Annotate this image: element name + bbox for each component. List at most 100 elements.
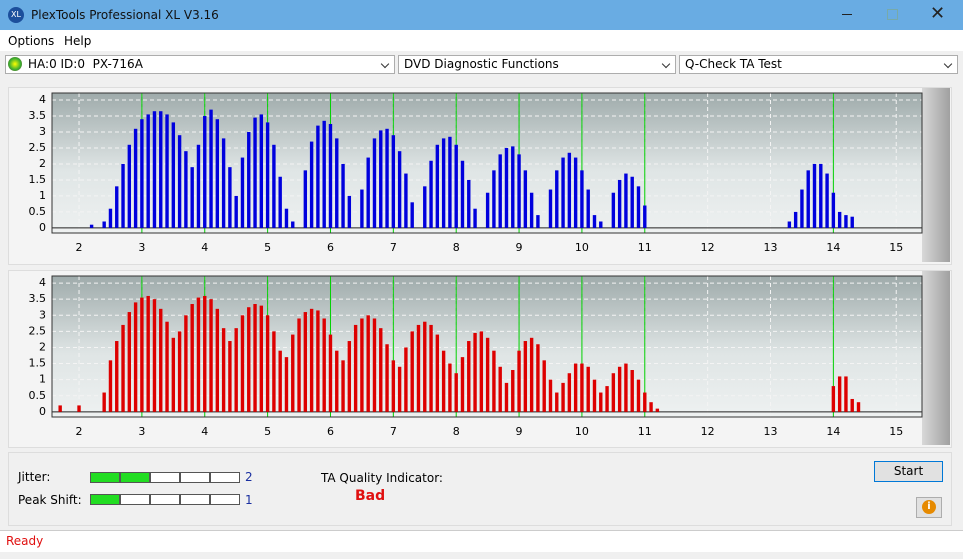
bar (190, 304, 194, 412)
minimize-button[interactable] (842, 14, 852, 15)
bar (837, 211, 842, 228)
bar (366, 315, 370, 412)
bar (548, 379, 553, 412)
bar (580, 170, 584, 228)
x-tick-label: 5 (264, 241, 271, 254)
bar (360, 318, 364, 412)
test-label: Q-Check TA Test (685, 57, 782, 71)
close-button[interactable]: ✕ (930, 3, 946, 24)
bar (265, 315, 270, 412)
window-title: PlexTools Professional XL V3.16 (31, 8, 219, 22)
bar (806, 170, 810, 228)
x-tick-label: 3 (138, 425, 145, 438)
y-tick-label: 4 (39, 93, 46, 106)
maximize-button[interactable] (887, 9, 898, 20)
bar (360, 189, 364, 228)
bar (335, 138, 339, 228)
bar (253, 117, 257, 228)
bar (190, 167, 194, 228)
start-button[interactable]: Start (874, 461, 943, 482)
y-tick-label: 2.5 (29, 141, 47, 154)
quality-value: Bad (355, 488, 386, 504)
bar (341, 163, 345, 228)
bar (385, 344, 389, 412)
bar (303, 312, 308, 412)
bar (837, 376, 842, 412)
peak-shift-label: Peak Shift: (18, 493, 82, 507)
bar (454, 373, 458, 412)
bar (825, 173, 829, 228)
x-tick-label: 7 (390, 241, 397, 254)
bar (133, 128, 138, 228)
status-text: Ready (6, 534, 44, 548)
bar (146, 295, 150, 412)
info-button[interactable]: i (916, 497, 942, 518)
bar (605, 386, 609, 412)
bar (561, 382, 565, 412)
bar (819, 163, 823, 228)
x-tick-label: 3 (138, 241, 145, 254)
bar (467, 179, 471, 228)
y-tick-label: 2 (39, 157, 46, 170)
bar (429, 324, 433, 412)
bar (196, 297, 201, 412)
bar (391, 135, 396, 228)
bar (259, 305, 264, 412)
y-tick-label: 1.5 (29, 173, 47, 186)
bar (643, 205, 647, 228)
bar (492, 170, 496, 228)
bar (831, 386, 836, 412)
bar (322, 120, 326, 228)
bar (316, 310, 320, 412)
bar (228, 341, 232, 412)
bar (630, 176, 634, 228)
x-tick-label: 13 (764, 241, 778, 254)
bar (379, 130, 383, 228)
bar (655, 408, 660, 412)
bar (165, 321, 169, 412)
bar (586, 189, 590, 228)
bar (284, 208, 289, 228)
bar (234, 195, 238, 228)
bar (234, 328, 238, 412)
bar (548, 189, 553, 228)
bar (77, 405, 81, 412)
x-tick-label: 12 (701, 425, 715, 438)
bar (485, 337, 490, 412)
bar (624, 363, 628, 412)
bar (89, 224, 94, 228)
info-icon: i (922, 500, 936, 514)
bar (636, 186, 641, 228)
bar (58, 405, 62, 412)
drive-select[interactable]: HA:0 ID:0 PX-716A (5, 55, 395, 74)
bar (165, 114, 169, 228)
bar (800, 189, 804, 228)
meter-segment (210, 472, 240, 483)
bar (247, 131, 251, 228)
bar (586, 366, 590, 412)
bar (215, 119, 220, 228)
x-tick-label: 11 (638, 425, 652, 438)
function-select[interactable]: DVD Diagnostic Functions (398, 55, 676, 74)
bar (555, 392, 559, 412)
test-select[interactable]: Q-Check TA Test (679, 55, 958, 74)
bar (850, 216, 854, 228)
menu-item[interactable]: Options (8, 34, 55, 48)
jitter-value: 2 (245, 470, 253, 484)
meter-segment (150, 494, 180, 505)
x-tick-label: 7 (390, 425, 397, 438)
x-tick-label: 13 (764, 425, 778, 438)
menu-item[interactable]: Help (64, 34, 92, 48)
bar (171, 337, 176, 412)
panel-shade (922, 88, 950, 262)
quality-label: TA Quality Indicator: (321, 471, 443, 485)
bar (353, 324, 358, 412)
bar (416, 324, 421, 412)
bar (410, 202, 414, 228)
bar (856, 402, 861, 412)
y-tick-label: 0 (39, 405, 46, 418)
bar (523, 341, 528, 412)
bar (511, 146, 515, 228)
bar (435, 334, 440, 412)
bar (328, 124, 333, 228)
